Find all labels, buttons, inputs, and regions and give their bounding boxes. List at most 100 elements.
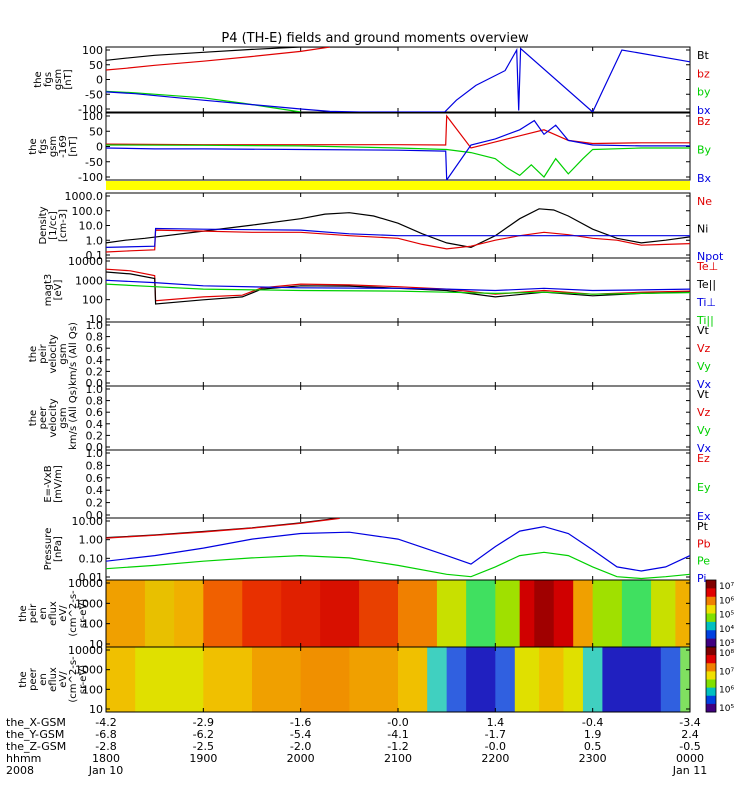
colorbar-cell bbox=[706, 663, 716, 672]
y-axis-label: en bbox=[38, 673, 49, 686]
colorbar-label: 10⁷ bbox=[719, 582, 734, 592]
heatmap-cell bbox=[621, 580, 652, 647]
heatmap-cell bbox=[466, 580, 496, 647]
heatmap-cell bbox=[680, 647, 691, 712]
y-axis-label: velocity bbox=[48, 334, 59, 373]
footer-value: 0000 bbox=[676, 752, 704, 765]
footer-row-label: the_Y-GSM bbox=[6, 728, 65, 741]
y-tick-label: 1.0 bbox=[86, 383, 104, 396]
heatmap-cell bbox=[135, 647, 165, 712]
heatmap-cell bbox=[534, 580, 555, 647]
y-axis-label: km/s (All Qs) bbox=[68, 322, 79, 386]
y-axis-label: the bbox=[18, 605, 29, 621]
heatmap-cell bbox=[602, 647, 633, 712]
y-tick-label: 100 bbox=[82, 294, 103, 307]
heatmap-cell bbox=[106, 580, 146, 647]
series-line-ne bbox=[106, 229, 690, 253]
legend-ey: Ey bbox=[697, 481, 711, 494]
heatmap-cell bbox=[436, 580, 467, 647]
panel-peir_velocity: 1.00.80.60.40.20.0 the peir velocity gsm km/s… bbox=[28, 319, 712, 391]
y-tick-label: 10000 bbox=[68, 577, 103, 590]
panel-peer_velocity: 1.00.80.60.40.20.0 the peer velocity gsm km/s… bbox=[28, 383, 712, 455]
panel-peer_eflux: 10⁸ 10⁷ 10⁶ 10⁵ 10000 1000 100 10 the peer en eflux… bbox=[18, 644, 734, 716]
y-tick-label: 10000 bbox=[68, 255, 103, 268]
footer-value: -2.9 bbox=[192, 716, 215, 729]
y-tick-label: 1.0 bbox=[86, 447, 104, 460]
footer-value: -6.8 bbox=[95, 728, 117, 741]
heatmap-cell bbox=[466, 647, 496, 712]
y-tick-label: 0.01 bbox=[79, 571, 104, 584]
footer-value: -2.5 bbox=[192, 740, 215, 753]
heatmap-cell bbox=[495, 580, 521, 647]
y-axis-label: peir bbox=[38, 343, 49, 363]
legend-bt: Bt bbox=[697, 49, 710, 62]
y-tick-label: 10 bbox=[89, 313, 103, 326]
heatmap-cell bbox=[563, 647, 584, 712]
legend-by: by bbox=[697, 86, 711, 99]
legend-bx: bx bbox=[697, 104, 711, 117]
legend-vy: Vy bbox=[697, 424, 711, 437]
series-line-pe bbox=[106, 551, 690, 580]
y-tick-label: 0.0 bbox=[86, 509, 104, 522]
legend-ni: Ni bbox=[697, 223, 708, 236]
heatmap-cell bbox=[242, 580, 282, 647]
colorbar-label: 10³ bbox=[719, 639, 734, 649]
legend-bx: Bx bbox=[697, 172, 712, 185]
y-axis-label: sr-eV) bbox=[78, 665, 89, 694]
legend-ne: Ne bbox=[697, 195, 712, 208]
footer-value: -2.0 bbox=[289, 740, 312, 753]
footer-value: -1.2 bbox=[387, 740, 409, 753]
legend-pb: Pb bbox=[697, 537, 711, 550]
heatmap-cell bbox=[573, 580, 594, 647]
colorbar-label: 10⁵ bbox=[719, 611, 734, 621]
y-tick-label: 100 bbox=[82, 618, 103, 631]
footer-value: -2.8 bbox=[95, 740, 117, 753]
colorbar-label: 10⁴ bbox=[719, 625, 734, 635]
y-axis-label: gsm bbox=[58, 407, 69, 428]
panel-frame bbox=[105, 192, 691, 259]
heatmap-cell bbox=[398, 580, 438, 647]
heatmap-cell bbox=[553, 580, 574, 647]
heatmap-cell bbox=[359, 580, 399, 647]
y-tick-label: 1.0 bbox=[86, 234, 104, 247]
footer-value: -0.4 bbox=[581, 716, 604, 729]
heatmap-cell bbox=[519, 580, 535, 647]
colorbar-cell bbox=[706, 671, 716, 680]
colorbar-cell bbox=[706, 695, 716, 705]
heatmap-cell bbox=[514, 647, 540, 712]
y-tick-label: 0.1 bbox=[86, 249, 104, 262]
legend-vy: Vy bbox=[697, 360, 711, 373]
panel-frame bbox=[105, 385, 691, 451]
y-axis-label: the bbox=[28, 138, 39, 154]
y-tick-label: -100 bbox=[78, 171, 103, 184]
heatmap-cell bbox=[582, 647, 603, 712]
y-axis-label: [1/cc] bbox=[48, 211, 59, 240]
footer-value: -3.4 bbox=[679, 716, 701, 729]
y-tick-label: 0 bbox=[96, 74, 103, 87]
y-axis-label: gsm bbox=[53, 69, 64, 90]
y-tick-label: -100 bbox=[78, 103, 103, 116]
heatmap-cell bbox=[631, 647, 662, 712]
y-tick-label: 0.4 bbox=[86, 354, 104, 367]
footer-value: -4.1 bbox=[387, 728, 409, 741]
footer-row-label: the_X-GSM bbox=[6, 716, 66, 729]
y-axis-label: (cm^2-s- bbox=[68, 656, 79, 703]
footer-value: -5.4 bbox=[289, 728, 312, 741]
legend-pe: Pe bbox=[697, 555, 710, 568]
legend-bz: Bz bbox=[697, 115, 711, 128]
heatmap-cell bbox=[592, 580, 623, 647]
footer-value: 2200 bbox=[481, 752, 510, 765]
footer-value: Jan 10 bbox=[88, 764, 124, 777]
y-axis-label: the bbox=[18, 671, 29, 687]
series-line-npot bbox=[106, 227, 690, 248]
colorbar-label: 10⁵ bbox=[719, 704, 734, 714]
footer-value: -1.7 bbox=[484, 728, 507, 741]
y-tick-label: 0.0 bbox=[86, 441, 104, 454]
y-axis-label: (cm^2-s- bbox=[68, 590, 79, 637]
panel-pressure: 10.00 1.00 0.10 0.01 Pressure [nPa] Pt Pb Pe Pi bbox=[43, 515, 711, 585]
y-tick-label: 10 bbox=[89, 638, 103, 651]
heatmap-cell bbox=[446, 647, 467, 712]
y-tick-label: 0.8 bbox=[86, 395, 104, 408]
y-tick-label: 100 bbox=[82, 683, 103, 696]
y-axis-label: eflux bbox=[48, 667, 59, 692]
